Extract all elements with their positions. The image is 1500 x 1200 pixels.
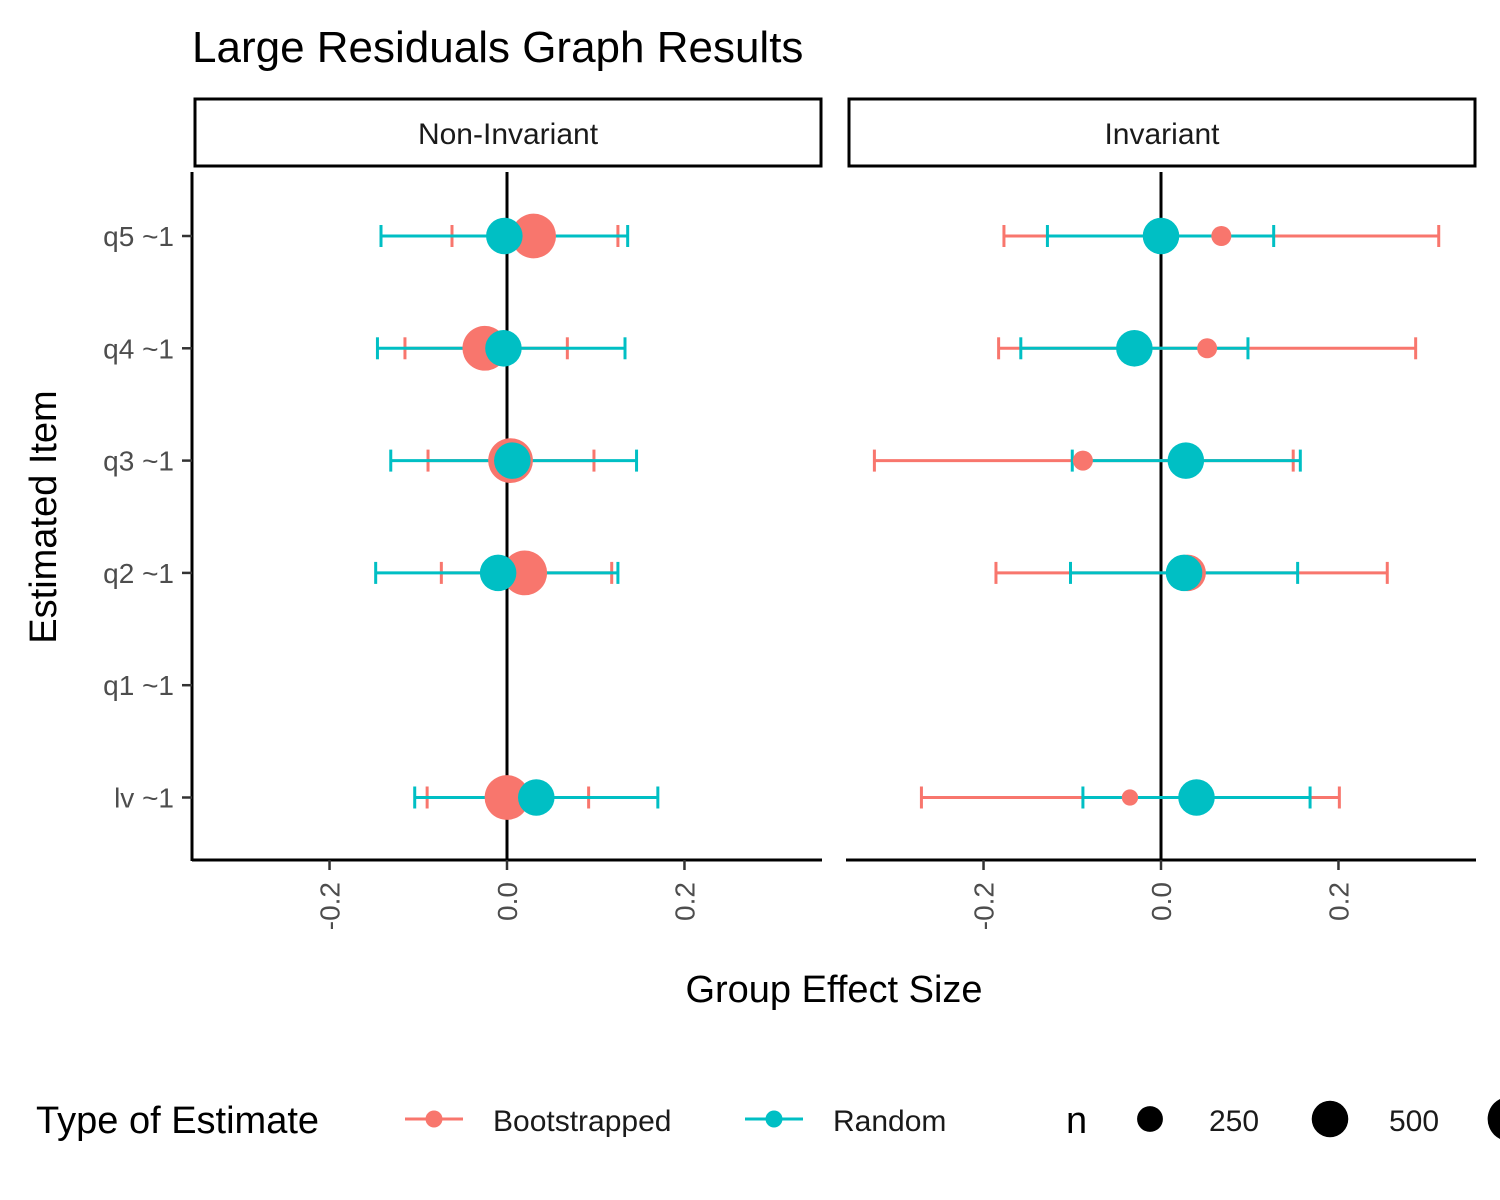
panel-strip-1: Invariant (847, 97, 1477, 168)
point-non-invariant-random-q3-1 (494, 442, 531, 479)
legend-label-500: 500 (1389, 1105, 1439, 1138)
y-tick-label-q4-1: q4 ~1 (103, 333, 174, 364)
point-invariant-bootstrapped-q5-1 (1211, 225, 1232, 247)
legend: Type of Estimate Bootstrapped Random n 2… (36, 1098, 1500, 1142)
y-tick-label-q2-1: q2 ~1 (103, 558, 174, 589)
legend-size-key-250 (1137, 1106, 1163, 1132)
x-tick-label-non-invariant-1: 0.0 (492, 882, 523, 921)
y-tick-label-q5-1: q5 ~1 (103, 221, 174, 252)
point-non-invariant-random-q4-1 (485, 330, 522, 367)
point-non-invariant-bootstrapped-q2-1 (502, 550, 548, 596)
panel-label-non-invariant: Non-Invariant (418, 118, 599, 151)
panel-strip-0: Non-Invariant (193, 97, 823, 168)
legend-size-key-500 (1311, 1100, 1349, 1138)
y-tick-label-q3-1: q3 ~1 (103, 446, 174, 477)
point-non-invariant-bootstrapped-q5-1 (511, 213, 556, 259)
legend-size-title: n (1066, 1100, 1087, 1142)
point-invariant-random-lv-1 (1178, 779, 1215, 816)
x-tick-label-invariant-0: -0.2 (969, 882, 1000, 930)
point-invariant-random-q4-1 (1116, 330, 1153, 367)
x-tick-label-invariant-1: 0.0 (1146, 882, 1177, 921)
point-invariant-random-q5-1 (1142, 217, 1180, 255)
marks-layer (374, 213, 1441, 820)
axes-layer: q5 ~1 q4 ~1 q3 ~1 q2 ~1 q1 ~1 lv ~1 -0.2 0.0 0.2… (103, 172, 1476, 930)
legend-size-key-750 (1487, 1098, 1500, 1140)
legend-key-point-bootstrapped (425, 1110, 443, 1128)
point-invariant-bootstrapped-lv-1 (1121, 789, 1139, 806)
legend-label-random: Random (833, 1105, 946, 1138)
y-axis-title: Estimated Item (23, 390, 65, 643)
legend-color-keys (405, 1110, 803, 1128)
point-non-invariant-random-q5-1 (486, 217, 523, 255)
legend-key-point-random (765, 1110, 783, 1128)
legend-size-keys (1137, 1098, 1500, 1140)
legend-color-title: Type of Estimate (36, 1100, 319, 1142)
x-tick-label-non-invariant-2: 0.2 (669, 882, 700, 921)
y-tick-label-q1-1: q1 ~1 (103, 670, 174, 701)
point-non-invariant-random-q2-1 (479, 554, 517, 592)
y-tick-label-lv-1: lv ~1 (114, 783, 174, 814)
legend-label-250: 250 (1209, 1105, 1259, 1138)
point-non-invariant-bootstrapped-lv-1 (484, 775, 530, 820)
point-invariant-bootstrapped-q4-1 (1197, 338, 1218, 359)
x-tick-label-non-invariant-0: -0.2 (315, 882, 346, 930)
point-invariant-random-q3-1 (1167, 442, 1205, 479)
point-invariant-random-q2-1 (1165, 554, 1203, 592)
point-invariant-bootstrapped-q3-1 (1072, 450, 1093, 471)
chart-title: Large Residuals Graph Results (192, 23, 803, 72)
point-non-invariant-random-lv-1 (518, 779, 555, 816)
panel-label-invariant: Invariant (1104, 118, 1220, 151)
x-axis-title: Group Effect Size (685, 969, 982, 1011)
x-tick-label-invariant-2: 0.2 (1323, 882, 1354, 921)
legend-label-bootstrapped: Bootstrapped (493, 1105, 671, 1138)
